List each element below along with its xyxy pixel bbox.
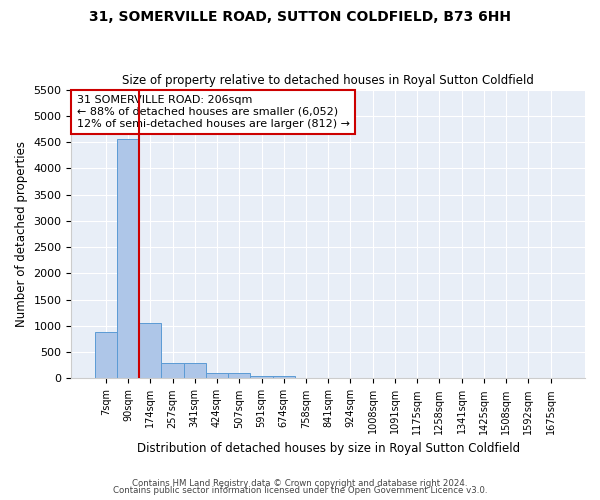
- Text: Contains public sector information licensed under the Open Government Licence v3: Contains public sector information licen…: [113, 486, 487, 495]
- X-axis label: Distribution of detached houses by size in Royal Sutton Coldfield: Distribution of detached houses by size …: [137, 442, 520, 455]
- Title: Size of property relative to detached houses in Royal Sutton Coldfield: Size of property relative to detached ho…: [122, 74, 534, 87]
- Bar: [250, 376, 272, 378]
- Bar: [95, 332, 117, 378]
- Bar: [161, 363, 184, 378]
- Bar: [139, 323, 161, 378]
- Text: Contains HM Land Registry data © Crown copyright and database right 2024.: Contains HM Land Registry data © Crown c…: [132, 478, 468, 488]
- Bar: [184, 363, 206, 378]
- Bar: [228, 373, 250, 378]
- Text: 31 SOMERVILLE ROAD: 206sqm
← 88% of detached houses are smaller (6,052)
12% of s: 31 SOMERVILLE ROAD: 206sqm ← 88% of deta…: [77, 96, 350, 128]
- Bar: [117, 139, 139, 378]
- Bar: [272, 376, 295, 378]
- Bar: [206, 373, 228, 378]
- Y-axis label: Number of detached properties: Number of detached properties: [15, 141, 28, 327]
- Text: 31, SOMERVILLE ROAD, SUTTON COLDFIELD, B73 6HH: 31, SOMERVILLE ROAD, SUTTON COLDFIELD, B…: [89, 10, 511, 24]
